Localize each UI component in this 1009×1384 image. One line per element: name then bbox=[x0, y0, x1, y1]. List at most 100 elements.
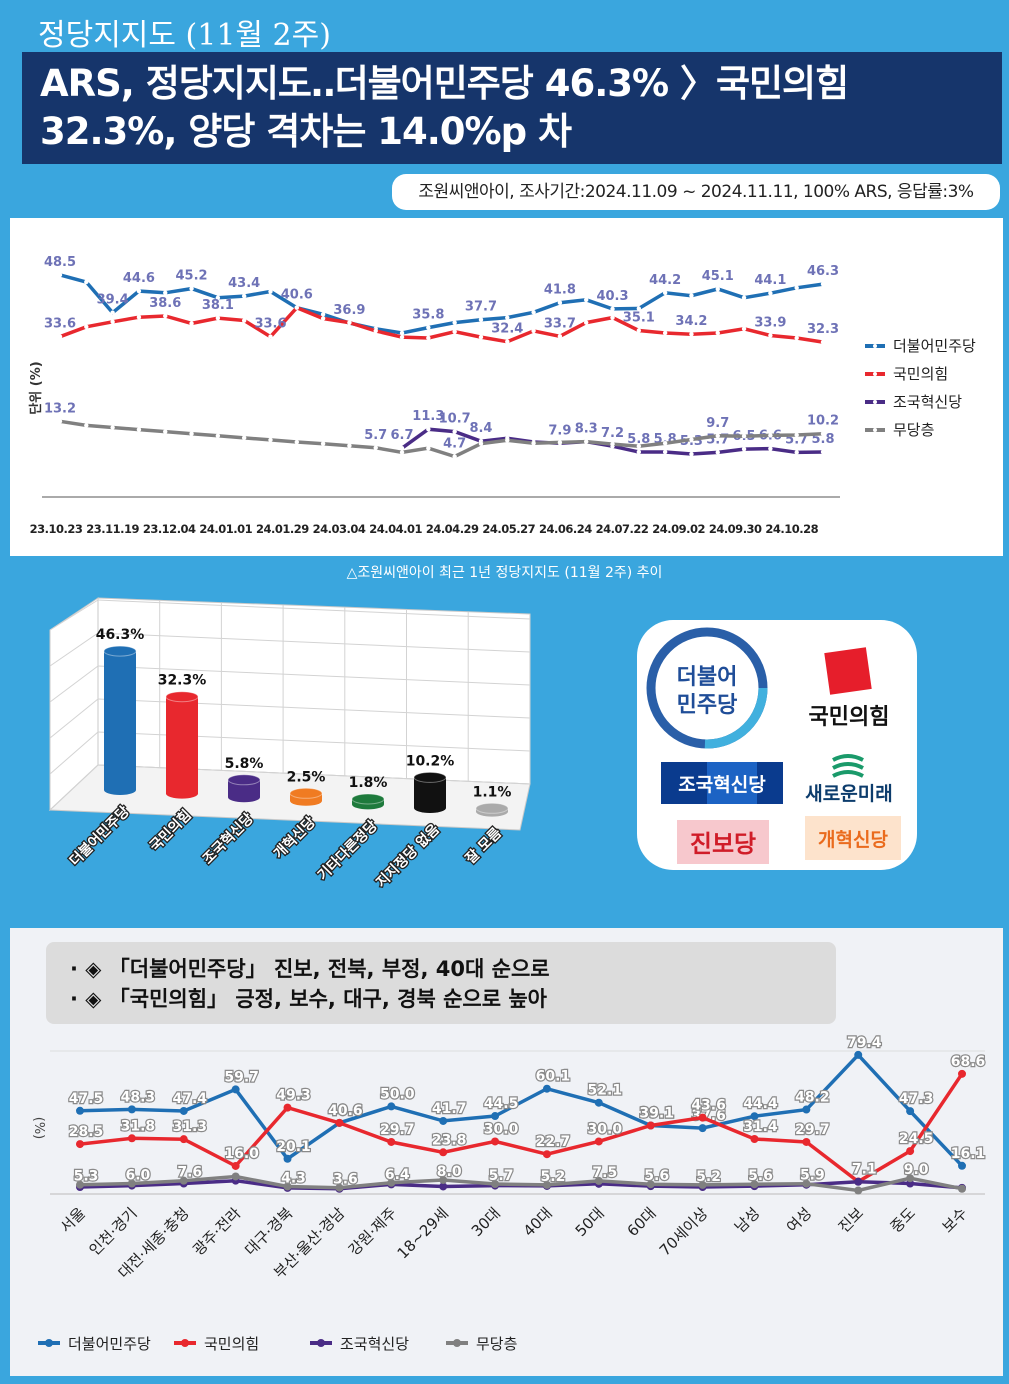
x-tick-label: 24.01.01 bbox=[199, 522, 252, 536]
data-label: 7.1 bbox=[852, 1162, 877, 1178]
data-point bbox=[906, 1107, 915, 1116]
data-point bbox=[283, 1182, 292, 1191]
bar-top bbox=[289, 787, 323, 799]
headline-line-2: 32.3%, 양당 격차는 14.0%p 차 bbox=[40, 110, 572, 153]
data-point bbox=[491, 1180, 500, 1189]
data-label: 33.6 bbox=[44, 317, 76, 332]
ppp-logo: 국민의힘 bbox=[809, 647, 889, 730]
data-point bbox=[557, 334, 563, 339]
data-point bbox=[636, 449, 642, 455]
data-point bbox=[452, 429, 457, 434]
data-point bbox=[163, 313, 168, 319]
data-point bbox=[689, 332, 694, 337]
legend-dot bbox=[873, 344, 877, 348]
data-point bbox=[662, 449, 668, 455]
data-point bbox=[76, 1140, 84, 1149]
data-label: 48.3 bbox=[121, 1089, 156, 1105]
x-category-label: 서울 bbox=[57, 1204, 89, 1236]
bar-value-label: 32.3% bbox=[158, 673, 207, 689]
data-point bbox=[531, 441, 536, 446]
dem-logo-text-2: 민주당 bbox=[677, 693, 738, 718]
data-point bbox=[689, 293, 694, 298]
legend-dot bbox=[873, 400, 877, 404]
data-label: 68.6 bbox=[951, 1054, 986, 1070]
series-line bbox=[59, 419, 824, 459]
bar-top bbox=[413, 771, 447, 783]
data-label: 79.4 bbox=[847, 1035, 882, 1051]
data-point bbox=[179, 1106, 188, 1115]
data-label: 39.4 bbox=[97, 293, 129, 308]
data-point bbox=[399, 330, 405, 336]
x-category-label: 강원·제주 bbox=[345, 1204, 400, 1259]
progressive-logo-text: 진보당 bbox=[690, 830, 756, 858]
chart-back-wall bbox=[97, 597, 531, 785]
data-label: 39.1 bbox=[639, 1105, 674, 1121]
data-label: 47.3 bbox=[899, 1091, 934, 1107]
data-point bbox=[84, 324, 89, 329]
data-label: 16.0 bbox=[224, 1146, 259, 1162]
grid-line bbox=[49, 698, 99, 739]
data-point bbox=[820, 431, 826, 436]
legend-label: 조국혁신당 bbox=[893, 393, 962, 411]
data-point bbox=[294, 439, 299, 445]
data-label: 44.2 bbox=[649, 273, 681, 288]
data-label: 7.9 bbox=[548, 423, 571, 438]
x-tick-label: 24.03.04 bbox=[313, 522, 366, 536]
data-point bbox=[163, 429, 168, 434]
data-point bbox=[320, 312, 326, 317]
week-title: 정당지지도 (11월 2주) bbox=[38, 18, 331, 53]
data-point bbox=[110, 319, 115, 324]
data-label: 16.1 bbox=[951, 1146, 986, 1162]
bar-cylinder bbox=[165, 691, 199, 799]
data-point bbox=[854, 1177, 863, 1186]
legend-dot bbox=[181, 1339, 189, 1347]
data-point bbox=[636, 328, 642, 333]
y-axis-label: (%) bbox=[31, 1117, 46, 1140]
data-point bbox=[741, 295, 747, 300]
headline-banner: ARS, 정당지지도‥더불어민주당 46.3% 〉국민의힘 32.3%, 양당 … bbox=[22, 52, 1002, 164]
data-label: 9.0 bbox=[904, 1162, 929, 1178]
data-point bbox=[584, 320, 589, 325]
data-point bbox=[399, 334, 405, 340]
data-point bbox=[958, 1069, 966, 1078]
bar-cylinder bbox=[289, 787, 323, 806]
data-point bbox=[231, 1085, 240, 1094]
data-label: 5.2 bbox=[696, 1169, 721, 1185]
grid-line bbox=[97, 665, 531, 686]
data-label: 43.6 bbox=[691, 1098, 726, 1114]
bar-top bbox=[227, 774, 261, 786]
legend-dot bbox=[873, 372, 877, 376]
data-label: 7.2 bbox=[601, 426, 624, 441]
dem-party-logo: 더불어 민주당 bbox=[646, 627, 768, 749]
legend-label: 더불어민주당 bbox=[893, 337, 976, 355]
grid-line bbox=[49, 632, 99, 667]
data-point bbox=[373, 445, 378, 451]
data-label: 33.9 bbox=[754, 315, 786, 330]
bar-top bbox=[351, 793, 385, 805]
data-label: 23.8 bbox=[432, 1132, 467, 1148]
data-point bbox=[741, 326, 747, 332]
data-point bbox=[387, 1102, 396, 1111]
data-label: 3.6 bbox=[333, 1172, 358, 1188]
data-label: 5.6 bbox=[748, 1168, 773, 1184]
legend-dot bbox=[317, 1339, 325, 1347]
x-tick-label: 23.12.04 bbox=[143, 522, 196, 536]
demographic-line-chart: (%)서울인천·경기대전·세종·충청광주·전라대구·경북부산·울산·경남강원·제… bbox=[31, 1034, 986, 1353]
grid-line bbox=[49, 764, 99, 811]
data-point bbox=[715, 286, 720, 292]
data-point bbox=[715, 450, 720, 455]
data-point bbox=[426, 325, 431, 330]
data-point bbox=[76, 1106, 84, 1115]
data-point bbox=[189, 431, 194, 436]
data-point bbox=[426, 426, 431, 432]
data-label: 44.1 bbox=[754, 273, 786, 288]
data-point bbox=[594, 1176, 603, 1185]
data-point bbox=[84, 423, 89, 428]
data-point bbox=[110, 425, 115, 430]
data-point bbox=[439, 1116, 448, 1125]
data-label: 4.7 bbox=[443, 437, 466, 452]
legend-dot bbox=[873, 428, 877, 432]
data-point bbox=[557, 300, 563, 305]
data-label: 38.1 bbox=[202, 298, 234, 313]
data-label: 31.8 bbox=[121, 1118, 156, 1134]
